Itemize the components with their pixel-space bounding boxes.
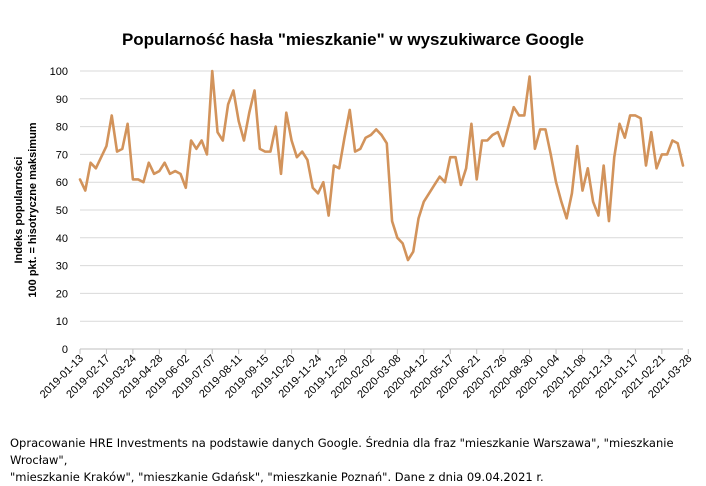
series-popularity [78, 69, 685, 262]
y-tick-label: 10 [56, 316, 68, 328]
footnote-line2: "mieszkanie Kraków", "mieszkanie Gdańsk"… [10, 470, 544, 484]
y-tick-label: 70 [56, 149, 68, 161]
gridlines [80, 70, 683, 322]
y-tick-label: 40 [56, 233, 68, 245]
line-chart: Popularność hasła "mieszkanie" w wyszuki… [13, 30, 694, 401]
y-axis-label: Indeks popularności 100 pkt. = hisotrycz… [13, 122, 39, 297]
y-tick-label: 90 [56, 94, 68, 106]
y-axis-ticks: 0 10 20 30 40 50 60 70 80 90 100 [50, 66, 68, 356]
y-tick-label: 60 [56, 177, 68, 189]
y-tick-label: 100 [50, 66, 68, 78]
chart-title: Popularność hasła "mieszkanie" w wyszuki… [122, 30, 584, 49]
y-tick-label: 0 [62, 344, 68, 356]
y-tick-label: 50 [56, 205, 68, 217]
y-tick-label: 20 [56, 288, 68, 300]
x-axis-ticks: 2019-01-132019-02-172019-03-242019-04-28… [38, 349, 694, 401]
series-line [78, 69, 685, 262]
footnote: Opracowanie HRE Investments na podstawie… [10, 435, 700, 486]
y-axis-label-line1: Indeks popularności [13, 157, 25, 264]
y-tick-label: 80 [56, 122, 68, 134]
y-tick-label: 30 [56, 261, 68, 273]
y-axis-label-line2: 100 pkt. = hisotryczne maksimum [27, 122, 39, 297]
footnote-line1: Opracowanie HRE Investments na podstawie… [10, 436, 674, 467]
